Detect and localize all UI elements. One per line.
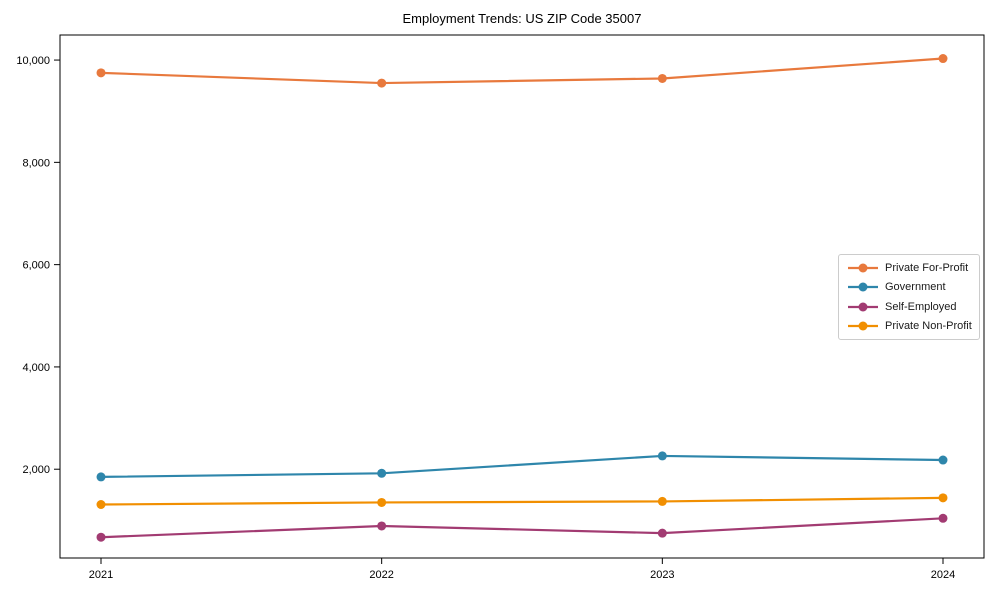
data-point [96, 68, 106, 78]
legend-item-government: Government [847, 278, 979, 298]
data-point [938, 493, 948, 503]
data-point [657, 73, 667, 83]
series-line [100, 496, 944, 506]
data-point [96, 472, 106, 482]
legend-marker-icon [848, 282, 878, 292]
series-private-for-profit [96, 54, 948, 88]
x-tick-label: 2022 [369, 569, 393, 581]
y-tick-label: 6,000 [22, 260, 50, 272]
data-point [96, 532, 106, 542]
x-tick-label: 2023 [650, 569, 674, 581]
legend-label: Government [885, 281, 946, 294]
data-point [377, 497, 387, 507]
x-tick-label: 2021 [89, 569, 113, 581]
data-point [377, 468, 387, 478]
legend-item-private-non-profit: Private Non-Profit [847, 317, 979, 337]
data-point [377, 78, 387, 88]
y-tick-label: 10,000 [16, 55, 50, 67]
series-line [100, 454, 944, 478]
legend-marker-icon [848, 263, 878, 273]
series-private-non-profit [96, 493, 948, 510]
data-point [938, 455, 948, 465]
legend: Private For-Profit Government Self-Employe… [838, 254, 980, 340]
series-self-employed [96, 513, 948, 542]
data-point [657, 496, 667, 506]
series-line [100, 517, 944, 539]
y-tick-label: 8,000 [22, 157, 50, 169]
data-point [657, 528, 667, 538]
data-point [938, 54, 948, 64]
series-government [96, 451, 948, 482]
data-point [377, 521, 387, 531]
legend-marker-icon [848, 302, 878, 312]
data-point [657, 451, 667, 461]
x-axis: 2021 2022 2023 2024 [89, 558, 955, 581]
legend-marker-icon [848, 321, 878, 331]
data-point [938, 513, 948, 523]
legend-item-private-for-profit: Private For-Profit [847, 258, 979, 278]
y-tick-label: 2,000 [22, 464, 50, 476]
y-axis: 2,000 4,000 6,000 8,000 10,000 [16, 55, 60, 476]
legend-label: Self-Employed [885, 300, 957, 313]
chart-title: Employment Trends: US ZIP Code 35007 [403, 11, 642, 26]
series-line [100, 57, 944, 85]
y-tick-label: 4,000 [22, 362, 50, 374]
x-tick-label: 2024 [931, 569, 955, 581]
legend-item-self-employed: Self-Employed [847, 297, 979, 317]
legend-label: Private For-Profit [885, 261, 969, 274]
data-point [96, 500, 106, 510]
legend-label: Private Non-Profit [885, 320, 972, 333]
plot-border [59, 34, 985, 559]
